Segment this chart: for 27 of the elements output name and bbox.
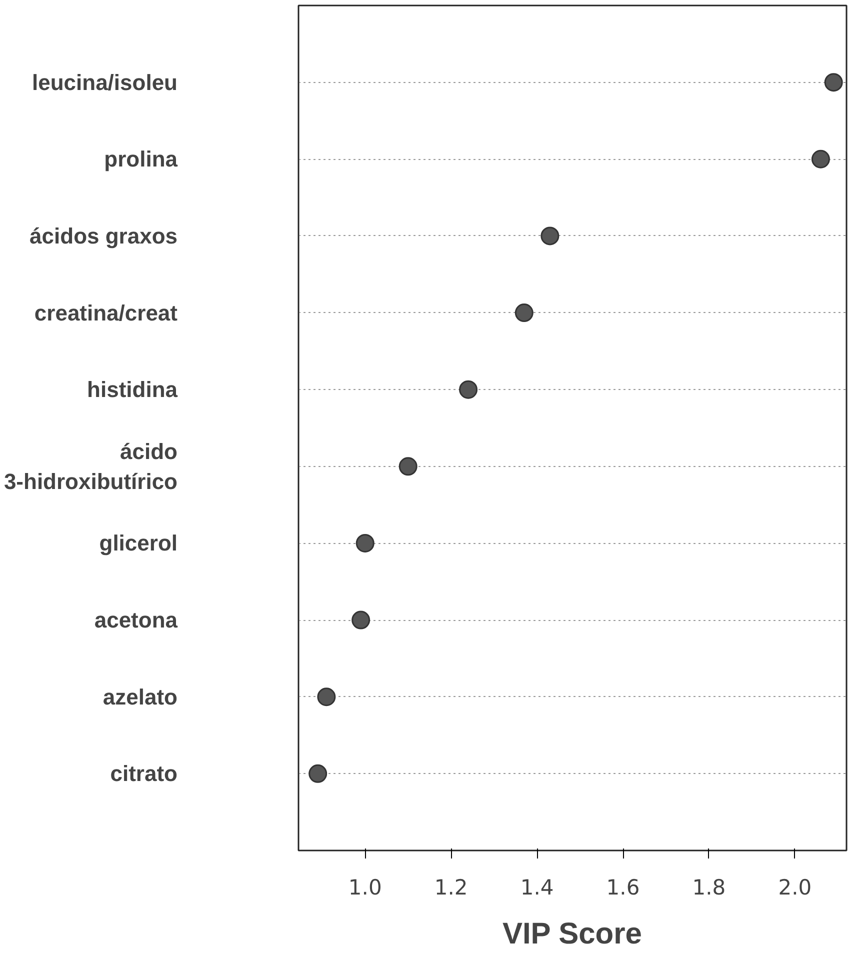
y-tick-label: leucina/isoleu bbox=[32, 70, 178, 95]
point bbox=[514, 304, 534, 322]
point bbox=[398, 457, 418, 476]
x-tick-label: 1.6 bbox=[606, 876, 640, 900]
y-tick-label: ácido 3-hidroxibutírico bbox=[4, 438, 178, 494]
y-tick-label: prolina bbox=[104, 146, 178, 172]
x-tick-label: 1.4 bbox=[520, 876, 554, 900]
point bbox=[352, 610, 370, 630]
point bbox=[308, 764, 328, 783]
x-tick-label: 2.0 bbox=[778, 876, 812, 900]
y-tick-label: azelato bbox=[102, 684, 178, 710]
y-tick-label: histidina bbox=[87, 377, 178, 402]
y-tick-label: glicerol bbox=[99, 530, 178, 556]
point bbox=[459, 380, 478, 399]
y-tick-label: acetona bbox=[94, 608, 178, 633]
point bbox=[356, 534, 374, 552]
point bbox=[540, 226, 560, 246]
y-tick-label: citrato bbox=[110, 761, 178, 786]
point bbox=[317, 688, 336, 706]
x-tick-label: 1.0 bbox=[348, 876, 382, 900]
point bbox=[811, 150, 830, 168]
point bbox=[824, 73, 843, 92]
x-axis-title: VIP Score bbox=[502, 918, 642, 950]
y-tick-label: ácidos graxos bbox=[30, 223, 178, 248]
x-tick-label: 1.2 bbox=[434, 876, 468, 900]
x-tick-label: 1.8 bbox=[692, 876, 726, 900]
y-tick-label: creatina/creat bbox=[34, 300, 178, 326]
